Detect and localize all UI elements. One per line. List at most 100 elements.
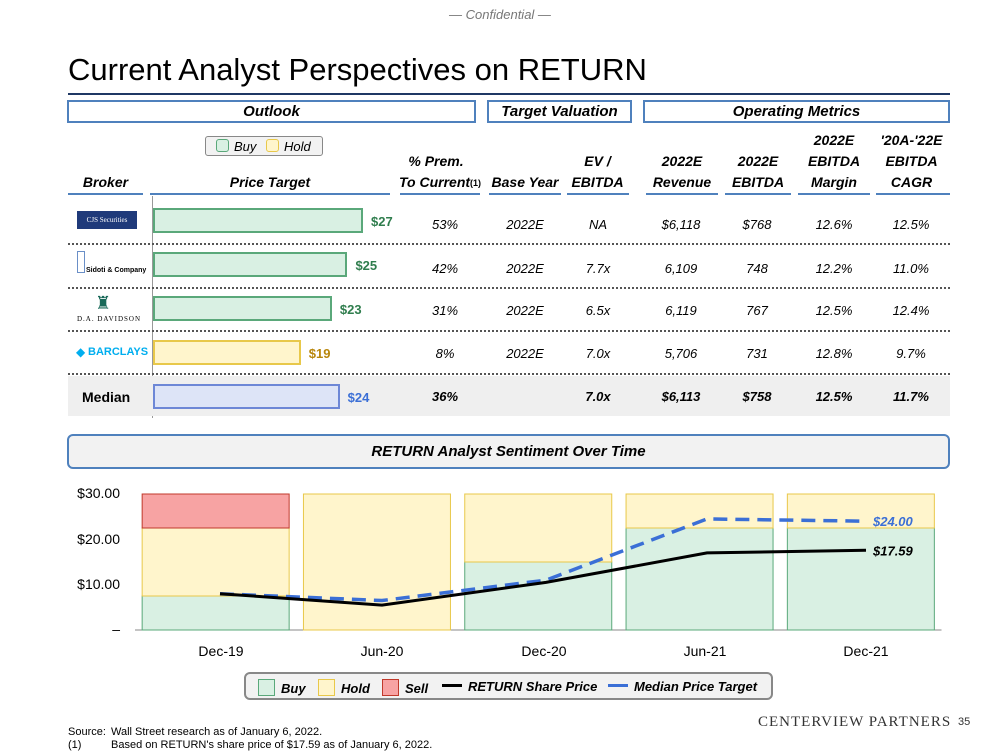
hold-swatch <box>318 679 335 696</box>
price-target-label: $23 <box>339 302 362 317</box>
ev-ebitda-cell: NA <box>588 217 608 232</box>
broker-logo: CJS Securities <box>77 211 137 229</box>
hold-bar <box>464 493 613 563</box>
section-target-valuation: Target Valuation <box>487 100 632 123</box>
broker-logo-barclays: ◆ BARCLAYS <box>76 345 149 361</box>
col-ebitda-line1: 2022E <box>737 153 779 169</box>
broker-logo-sidoti: Sidoti & Company <box>77 251 147 279</box>
section-outlook: Outlook <box>67 100 476 123</box>
base-year-cell: 2022E <box>506 346 544 361</box>
chart-legend: Buy Hold Sell RETURN Share Price Median … <box>244 672 773 700</box>
hdr-rule <box>876 193 950 195</box>
ebitda-cell: $768 <box>742 217 772 232</box>
col-margin-line1: 2022E <box>813 132 855 148</box>
hdr-rule <box>400 193 480 195</box>
footnote-text: Based on RETURN's share price of $17.59 … <box>111 739 433 751</box>
ebitda-cell: 748 <box>746 261 768 276</box>
col-price-target: Price Target <box>229 174 311 190</box>
margin-cell: 12.2% <box>815 261 853 276</box>
ev-ebitda-cell: 7.7x <box>585 261 611 276</box>
col-ev-line1: EV / <box>584 153 611 169</box>
ev-ebitda-cell: 6.5x <box>585 303 611 318</box>
revenue-cell: 6,109 <box>664 261 698 276</box>
price-line-swatch <box>442 684 462 687</box>
margin-cell: 12.5% <box>815 389 853 404</box>
ev-ebitda-cell: 7.0x <box>585 346 611 361</box>
base-year-cell: 2022E <box>506 261 544 276</box>
col-cagr-line1: '20A-'22E <box>880 132 943 148</box>
broker-logo-davidson: ♜ D.A. DAVIDSON <box>77 294 143 324</box>
col-prem-label: To Current <box>399 174 471 190</box>
row-divider <box>68 287 950 289</box>
company-logo: CENTERVIEW PARTNERS <box>758 714 952 730</box>
bison-icon: ♜ <box>95 293 112 313</box>
price-target-bar <box>153 208 363 233</box>
x-tick: Dec-19 <box>198 643 244 659</box>
price-target-label: $25 <box>355 258 378 273</box>
col-ebitda-line2: EBITDA <box>731 174 785 190</box>
page-title: Current Analyst Perspectives on RETURN <box>68 52 647 87</box>
y-tick: $10.00 <box>77 576 120 592</box>
ebitda-cell: $758 <box>742 389 772 404</box>
buy-bar <box>786 527 935 631</box>
col-rev-line2: Revenue <box>652 174 712 190</box>
buy-bar <box>625 527 774 631</box>
target-end-label: $24.00 <box>872 514 914 529</box>
ebitda-cell: 731 <box>746 346 768 361</box>
legend-buy-label: Buy <box>234 139 257 154</box>
legend-hold-label: Hold <box>341 681 370 696</box>
row-divider <box>68 373 950 375</box>
revenue-cell: 5,706 <box>664 346 698 361</box>
legend-target-label: Median Price Target <box>634 679 758 694</box>
row-divider <box>68 243 950 245</box>
median-target-line <box>219 517 867 603</box>
revenue-cell: $6,118 <box>661 217 701 232</box>
margin-cell: 12.8% <box>815 346 853 361</box>
price-target-bar <box>153 296 332 321</box>
price-end-label: $17.59 <box>872 543 914 558</box>
hdr-rule <box>489 193 561 195</box>
buy-bar <box>464 561 613 631</box>
prem-cell: 31% <box>431 303 459 318</box>
cagr-cell: 11.0% <box>893 261 929 276</box>
hold-bar <box>141 527 290 597</box>
hdr-rule <box>68 193 143 195</box>
revenue-cell: 6,119 <box>665 303 697 318</box>
cagr-cell: 12.5% <box>892 217 930 232</box>
col-cagr-line2: EBITDA <box>885 153 938 169</box>
hdr-rule <box>798 193 870 195</box>
buy-bar <box>141 595 290 631</box>
bar-axis <box>152 196 153 418</box>
hdr-rule <box>646 193 718 195</box>
broker-logo: D.A. DAVIDSON <box>77 315 142 323</box>
title-rule <box>68 93 950 95</box>
eagle-icon: ◆ <box>76 345 86 359</box>
hdr-rule <box>725 193 791 195</box>
cagr-cell: 11.7% <box>893 389 929 404</box>
hold-bar <box>786 493 935 529</box>
margin-cell: 12.5% <box>815 303 853 318</box>
price-target-label: $27 <box>371 214 393 229</box>
price-target-label: $19 <box>308 346 331 361</box>
col-rev-line1: 2022E <box>661 153 703 169</box>
col-base-year: Base Year <box>491 174 559 190</box>
broker-logo: BARCLAYS <box>88 346 149 358</box>
hdr-rule <box>567 193 629 195</box>
buy-swatch <box>258 679 275 696</box>
price-target-legend: Buy Hold <box>205 136 323 156</box>
hold-bar <box>302 493 451 631</box>
y-tick: $20.00 <box>77 531 120 547</box>
cagr-cell: 9.7% <box>896 346 926 361</box>
target-line-swatch <box>608 684 628 687</box>
price-target-bar <box>153 384 340 409</box>
legend-sell-label: Sell <box>405 681 429 696</box>
legend-buy-label: Buy <box>281 681 306 696</box>
col-margin-line2: EBITDA <box>807 153 861 169</box>
prem-cell: 36% <box>431 389 459 404</box>
column-icon <box>77 251 85 273</box>
col-ev-line2: EBITDA <box>571 174 624 190</box>
row-divider <box>68 330 950 332</box>
col-prem-line1: % Prem. <box>408 153 464 169</box>
hdr-rule <box>150 193 390 195</box>
